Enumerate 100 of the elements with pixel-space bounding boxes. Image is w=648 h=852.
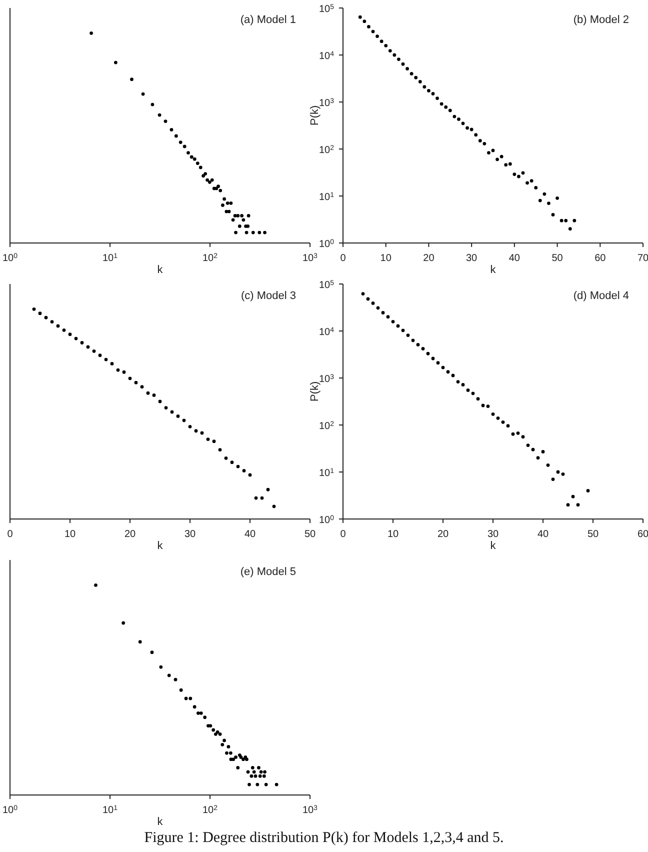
point: [556, 196, 559, 200]
point: [248, 473, 252, 477]
point: [561, 472, 565, 476]
point: [272, 504, 276, 508]
point: [566, 503, 570, 507]
point: [194, 429, 198, 433]
x-tick-label: 60: [637, 529, 648, 540]
point: [572, 218, 576, 222]
x-axis-title: k: [490, 264, 496, 276]
x-tick-label: 10$^{1}$: [102, 252, 118, 264]
y-tick-label: 10$^{0}$: [318, 514, 334, 526]
point: [176, 414, 180, 418]
x-tick-label: 50: [587, 529, 599, 540]
x-tick-label: 40: [244, 529, 256, 540]
point: [476, 397, 480, 401]
point: [146, 391, 150, 395]
x-tick-label: 10$^{0}$: [2, 252, 18, 264]
point: [104, 358, 108, 362]
point: [32, 307, 36, 311]
point: [414, 76, 418, 80]
point: [164, 406, 168, 410]
point: [496, 416, 500, 420]
point: [551, 213, 555, 216]
point: [448, 108, 452, 112]
point: [62, 328, 66, 332]
text: (e) Model 5: [240, 566, 296, 578]
x-tick-label: 10$^{1}$: [102, 804, 118, 816]
y-axis-title: P(k): [308, 105, 321, 126]
x-axis-title: k: [157, 264, 164, 276]
point: [526, 181, 529, 185]
point: [376, 306, 380, 310]
point: [406, 67, 409, 70]
point: [50, 320, 54, 324]
point: [530, 179, 534, 183]
point: [152, 394, 156, 397]
x-tick-label: 10$^{2}$: [202, 804, 218, 816]
y-axis-title: P(k): [308, 381, 321, 402]
y-tick-label: 10$^{5}$: [318, 280, 334, 291]
point: [422, 85, 426, 89]
x-tick-label: 10: [380, 253, 392, 264]
point: [206, 438, 210, 441]
point: [371, 302, 375, 305]
point: [188, 424, 192, 428]
point: [44, 316, 48, 320]
point: [512, 172, 516, 176]
x-tick-label: 10$^{2}$: [202, 252, 218, 264]
point: [260, 496, 264, 500]
point: [212, 440, 216, 444]
x-tick-label: 40: [537, 529, 549, 540]
point: [80, 341, 84, 344]
x-tick-label: 10$^{0}$: [2, 804, 18, 816]
point: [436, 96, 439, 100]
point: [401, 328, 405, 332]
point: [134, 380, 138, 384]
point: [564, 218, 568, 222]
point: [491, 148, 495, 152]
point: [461, 122, 465, 126]
point: [218, 448, 222, 452]
point: [506, 424, 510, 428]
point: [541, 450, 545, 454]
point: [501, 420, 505, 424]
point: [471, 392, 475, 396]
point: [367, 25, 370, 28]
point: [74, 336, 78, 340]
x-tick-label: 10$^{3}$: [302, 804, 318, 816]
point: [242, 469, 246, 472]
point: [466, 388, 470, 392]
annotation: (d) Model 4: [573, 290, 629, 302]
point: [411, 338, 415, 342]
point: [92, 349, 96, 353]
point: [511, 432, 515, 436]
point: [436, 361, 440, 365]
point: [441, 366, 445, 370]
point: [362, 20, 366, 24]
point: [446, 370, 450, 374]
point: [531, 448, 535, 452]
x-tick-label: 40: [508, 253, 520, 264]
x-tick-label: 30: [466, 253, 478, 264]
point: [538, 198, 542, 202]
point: [456, 380, 460, 384]
x-tick-label: 20: [437, 529, 449, 540]
point: [547, 202, 550, 205]
point: [500, 154, 504, 158]
point: [526, 444, 530, 447]
point: [444, 105, 448, 109]
point: [486, 404, 490, 408]
point: [116, 368, 120, 372]
point: [508, 162, 512, 166]
x-tick-label: 30: [184, 529, 196, 540]
point: [128, 376, 132, 380]
point: [431, 356, 435, 360]
point: [576, 503, 580, 507]
x-tick-label: 50: [552, 253, 564, 264]
point: [457, 118, 460, 121]
point: [384, 44, 388, 48]
point: [556, 470, 560, 474]
y-tick-label: 10$^{3}$: [318, 98, 334, 109]
y-tick-label: 10$^{0}$: [318, 238, 334, 250]
point: [536, 456, 540, 460]
point: [560, 218, 564, 222]
